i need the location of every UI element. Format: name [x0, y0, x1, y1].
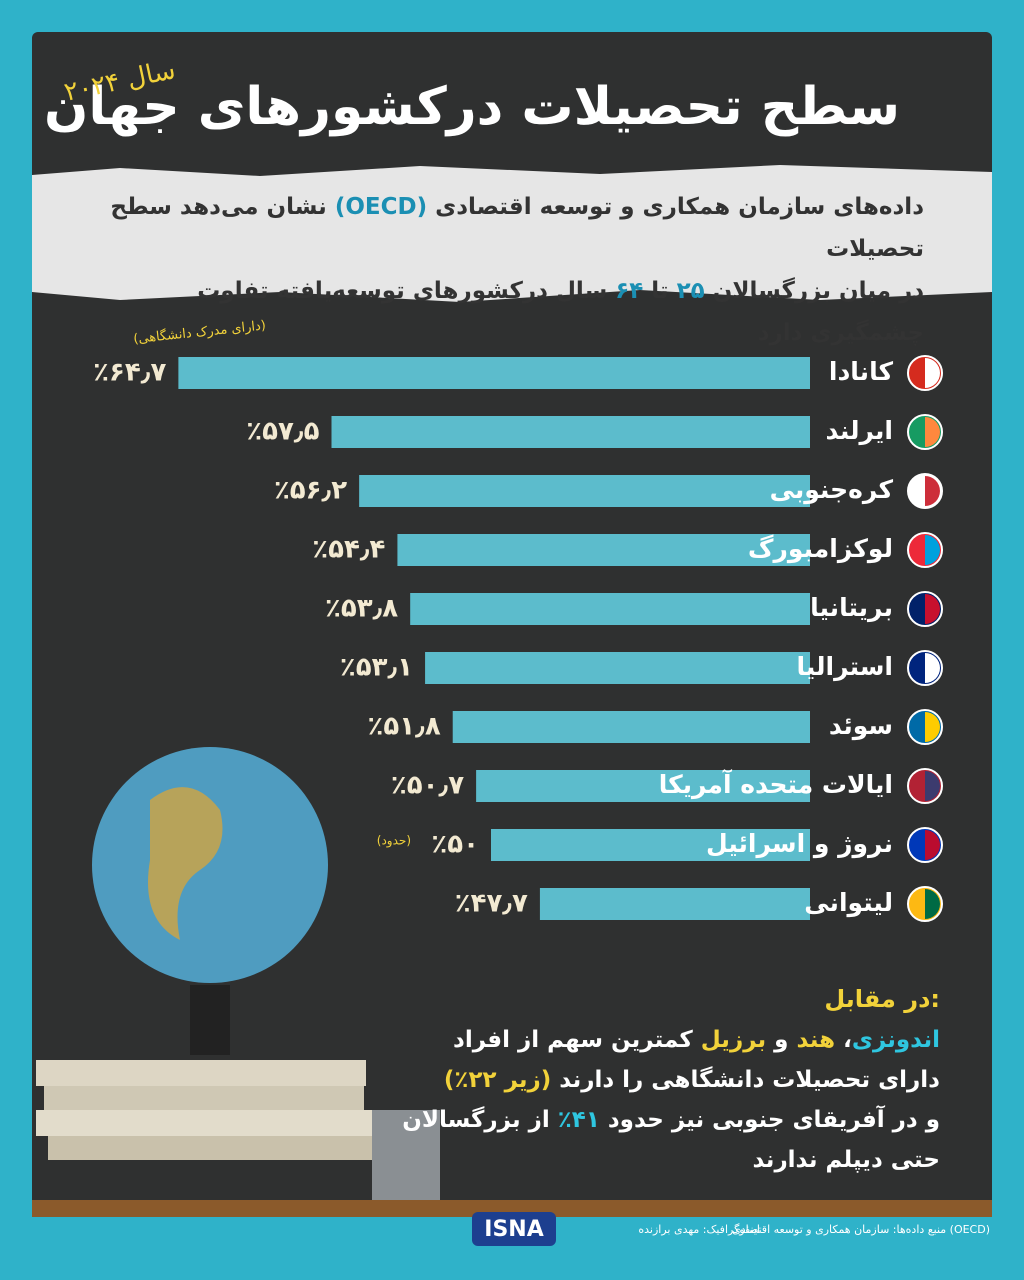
note-highlight: اندونزی: [851, 1027, 940, 1053]
flag: [925, 830, 940, 860]
book: [36, 1110, 376, 1136]
flag: [925, 712, 940, 742]
value-label: ٪۴۷٫۷: [455, 889, 528, 919]
book: [44, 1086, 364, 1110]
flag: [925, 889, 940, 919]
category-label: استرالیا: [797, 652, 893, 682]
note-line: اندونزی، هند و برزیل کمترین سهم از افراد: [240, 1020, 940, 1060]
bar: [452, 711, 810, 743]
flag: [925, 653, 940, 683]
value-label: ٪۵۶٫۲: [274, 476, 347, 506]
note-line: حتی دیپلم ندارند: [240, 1140, 940, 1180]
flag: [925, 594, 940, 624]
subtitle-text: سال درکشورهای توسعه‌یافته تفاوت چشمگیری …: [197, 278, 924, 346]
value-label: ٪۶۴٫۷: [93, 358, 166, 388]
globe: [92, 747, 328, 983]
value-label: ٪۵۰: [431, 830, 479, 860]
note-text: از بزرگسالان: [402, 1107, 550, 1133]
note-line: و در آفریقای جنوبی نیز حدود ۴۱٪ از بزرگس…: [240, 1100, 940, 1140]
note-highlight: ۴۱٪: [557, 1107, 600, 1133]
subtitle: داده‌های سازمان همکاری و توسعه اقتصادی (…: [94, 186, 924, 354]
subtitle-line: داده‌های سازمان همکاری و توسعه اقتصادی (…: [94, 186, 924, 270]
note-line: دارای تحصیلات دانشگاهی را دارند (زیر ۲۲٪…: [240, 1060, 940, 1100]
note-highlight: (زیر ۲۲٪): [443, 1067, 552, 1093]
desk: [32, 1200, 992, 1217]
book: [36, 1060, 366, 1086]
bar: [425, 652, 810, 684]
category-label: بریتانیا: [810, 593, 893, 623]
category-label: ایرلند: [825, 416, 893, 446]
subtitle-text: داده‌های سازمان همکاری و توسعه اقتصادی: [435, 194, 924, 220]
source: منبع داده‌ها: سازمان همکاری و توسعه اقتص…: [732, 1223, 990, 1236]
bar: [178, 357, 810, 389]
subtitle-highlight: ۲۵: [676, 278, 705, 304]
flag: [925, 417, 940, 447]
flag: [925, 771, 940, 801]
note: اندونزی، هند و برزیل کمترین سهم از افراد…: [240, 1020, 940, 1180]
bar: [410, 593, 810, 625]
book: [48, 1136, 374, 1160]
subtitle-text: نشان می‌دهد سطح تحصیلات: [110, 194, 924, 262]
logo-box: [472, 1212, 556, 1246]
category-label: سوئد: [829, 711, 893, 741]
flag: [925, 535, 940, 565]
value-label: ٪۵۱٫۸: [368, 712, 441, 742]
paper-strip: [32, 165, 992, 302]
category-label: نروژ و اسرائیل: [706, 829, 893, 859]
category-label: لوکزامبورگ: [748, 534, 893, 564]
pencil-cup: [372, 1110, 440, 1210]
value-label: ٪۵۰٫۷: [391, 771, 464, 801]
category-label: کانادا: [829, 357, 894, 386]
note-highlight: برزیل: [700, 1027, 767, 1053]
value-label: ٪۵۷٫۵: [246, 417, 319, 447]
note-text: حتی دیپلم ندارند: [752, 1147, 940, 1173]
subtitle-text: تا: [651, 278, 669, 304]
subtitle-highlight: (OECD): [334, 194, 428, 220]
globe-stand: [190, 985, 230, 1055]
note-text: و در آفریقای جنوبی نیز حدود: [607, 1107, 940, 1133]
flag: [925, 476, 940, 506]
bar: [397, 534, 810, 566]
note-text: کمترین سهم از افراد: [453, 1027, 693, 1053]
category-label: کره‌جنوبی: [770, 475, 894, 505]
value-label: ٪۵۳٫۱: [340, 653, 413, 683]
note-text: و: [774, 1027, 789, 1053]
value-label: ٪۵۳٫۸: [325, 594, 398, 624]
note-text: دارای تحصیلات دانشگاهی را دارند: [559, 1067, 940, 1093]
category-label: لیتوانی: [804, 888, 893, 918]
bar: [539, 888, 810, 920]
bar: [331, 416, 810, 448]
globe-land: [148, 787, 223, 940]
note-highlight: هند: [796, 1027, 836, 1053]
note-heading: در مقابل:: [824, 985, 940, 1013]
title: سطح تحصیلات درکشورهای جهان: [44, 77, 900, 137]
note-text: ،: [843, 1027, 852, 1053]
value-label: ٪۵۴٫۴: [312, 535, 385, 565]
bar: [491, 829, 810, 861]
subtitle-line: در میان بزرگسالان ۲۵ تا ۶۴ سال درکشورهای…: [94, 270, 924, 354]
note-label: (حدود): [377, 834, 411, 849]
credit: اینفوگرافیک: مهدی برازنده: [638, 1223, 760, 1236]
bar: [476, 770, 810, 802]
logo: ISNA: [484, 1217, 543, 1242]
subtitle-highlight: ۶۴: [615, 278, 644, 304]
bar: [359, 475, 810, 507]
subtitle-text: در میان بزرگسالان: [712, 278, 924, 304]
category-label: ایالات متحده آمریکا: [659, 769, 893, 800]
flag: [925, 358, 940, 388]
